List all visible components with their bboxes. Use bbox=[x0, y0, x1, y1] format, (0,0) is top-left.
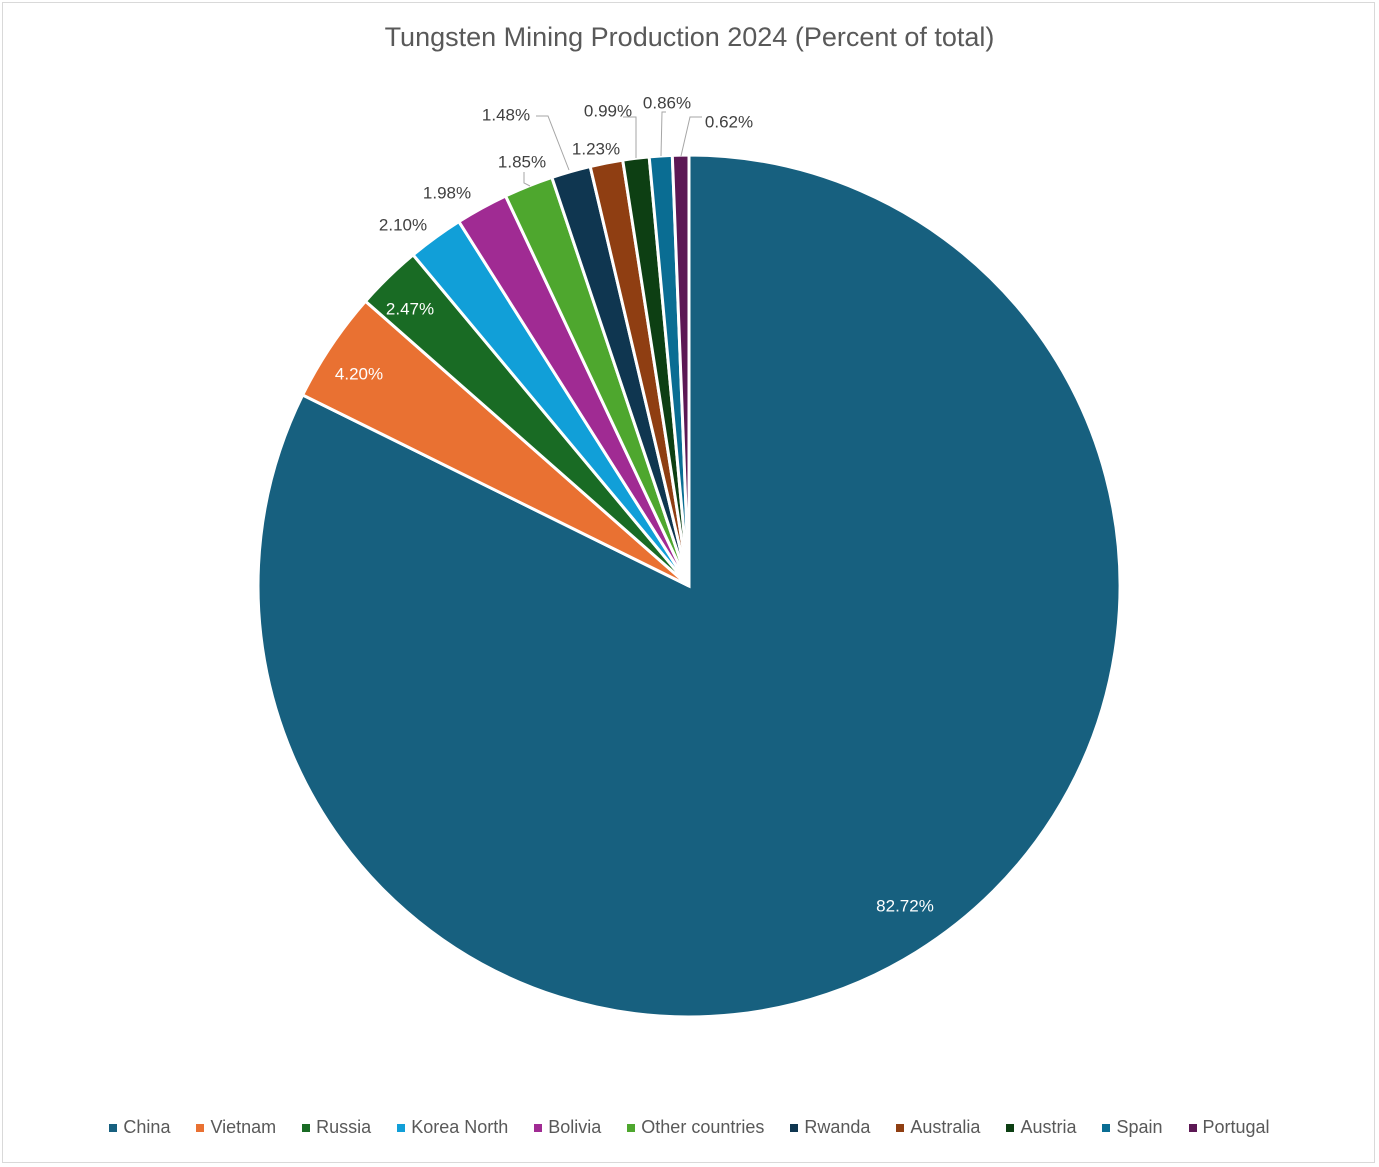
legend-swatch-china bbox=[109, 1123, 118, 1132]
legend-swatch-russia bbox=[302, 1123, 311, 1132]
legend-swatch-portugal bbox=[1188, 1123, 1197, 1132]
data-label-korea-north: 2.10% bbox=[379, 215, 427, 234]
legend-swatch-spain bbox=[1102, 1123, 1111, 1132]
legend-item-other-countries: Other countries bbox=[627, 1117, 764, 1138]
leader-line-spain bbox=[660, 111, 666, 157]
data-label-spain: 0.86% bbox=[643, 93, 691, 112]
legend-label-china: China bbox=[123, 1117, 171, 1137]
data-label-china: 82.72% bbox=[876, 896, 934, 915]
legend-item-russia: Russia bbox=[302, 1117, 371, 1138]
legend-label-bolivia: Bolivia bbox=[548, 1117, 602, 1137]
data-label-portugal: 0.62% bbox=[705, 112, 753, 131]
legend-label-vietnam: Vietnam bbox=[210, 1117, 277, 1137]
legend-swatch-other-countries bbox=[627, 1123, 636, 1132]
legend-item-bolivia: Bolivia bbox=[534, 1117, 601, 1138]
legend-item-australia: Australia bbox=[896, 1117, 980, 1138]
data-label-austria: 0.99% bbox=[584, 101, 632, 120]
legend-label-korea-north: Korea North bbox=[411, 1117, 509, 1137]
legend-label-spain: Spain bbox=[1116, 1117, 1163, 1137]
legend-swatch-rwanda bbox=[790, 1123, 799, 1132]
legend-swatch-vietnam bbox=[196, 1123, 205, 1132]
leader-line-austria bbox=[623, 116, 637, 158]
data-label-other-countries: 1.85% bbox=[498, 152, 546, 171]
legend-item-portugal: Portugal bbox=[1188, 1117, 1270, 1138]
data-label-bolivia: 1.98% bbox=[423, 183, 471, 202]
legend-item-spain: Spain bbox=[1102, 1117, 1163, 1138]
legend-label-austria: Austria bbox=[1020, 1117, 1077, 1137]
data-labels: 82.72% 4.20% 2.47% 2.10% 1.98% 1.85% 1.48% 1.23… bbox=[335, 93, 934, 915]
legend-swatch-austria bbox=[1006, 1123, 1015, 1132]
leader-lines bbox=[523, 111, 702, 187]
chart-title: Tungsten Mining Production 2024 (Percent… bbox=[384, 22, 995, 52]
legend-label-portugal: Portugal bbox=[1202, 1117, 1270, 1137]
legend-label-australia: Australia bbox=[910, 1117, 981, 1137]
data-label-rwanda: 1.48% bbox=[482, 105, 530, 124]
pie-slice-portugal bbox=[670, 153, 691, 587]
leader-line-other-countries bbox=[523, 172, 531, 187]
legend-item-austria: Austria bbox=[1006, 1117, 1076, 1138]
data-label-russia: 2.47% bbox=[386, 299, 434, 318]
data-label-vietnam: 4.20% bbox=[335, 364, 383, 383]
legend-swatch-korea-north bbox=[397, 1123, 406, 1132]
leader-line-rwanda bbox=[536, 115, 570, 171]
legend-item-china: China bbox=[109, 1117, 170, 1138]
legend: China Vietnam Russia Korea North Bolivia Othe… bbox=[0, 1117, 1379, 1138]
legend-swatch-australia bbox=[896, 1123, 905, 1132]
legend-item-vietnam: Vietnam bbox=[196, 1117, 276, 1138]
pie-slices bbox=[256, 153, 1122, 1019]
legend-item-korea-north: Korea North bbox=[397, 1117, 508, 1138]
legend-swatch-bolivia bbox=[534, 1123, 543, 1132]
leader-line-portugal bbox=[680, 116, 702, 157]
legend-label-other-countries: Other countries bbox=[641, 1117, 765, 1137]
data-label-australia: 1.23% bbox=[572, 139, 620, 158]
legend-label-rwanda: Rwanda bbox=[804, 1117, 871, 1137]
legend-item-rwanda: Rwanda bbox=[790, 1117, 870, 1138]
legend-label-russia: Russia bbox=[316, 1117, 372, 1137]
